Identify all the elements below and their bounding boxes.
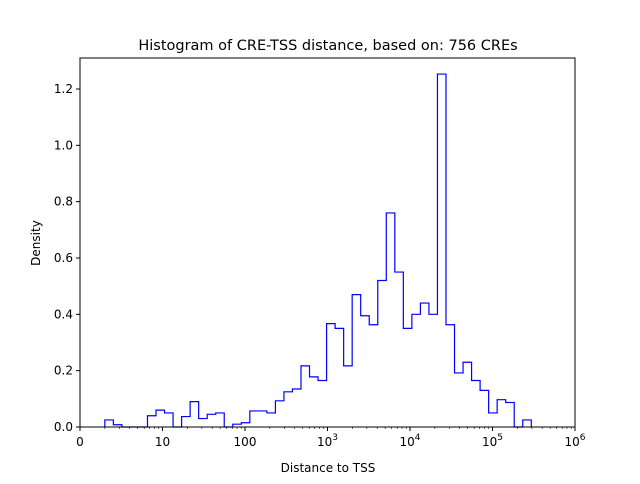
x-tick-label: 103	[317, 433, 338, 449]
x-axis-label: Distance to TSS	[281, 461, 376, 475]
histogram-bin	[275, 401, 284, 427]
chart-title: Histogram of CRE-TSS distance, based on:…	[138, 38, 517, 54]
histogram-bin	[267, 413, 276, 427]
histogram-bin	[344, 366, 353, 427]
y-tick-label: 0.0	[54, 420, 73, 434]
x-tick-label: 10	[155, 435, 170, 449]
y-tick-label: 0.4	[54, 307, 73, 321]
histogram-bin	[437, 74, 446, 427]
histogram-bin	[105, 420, 114, 427]
histogram-bin	[199, 419, 208, 427]
histogram-bin	[190, 402, 199, 427]
histogram-bin	[480, 390, 489, 427]
histogram-bin	[327, 324, 336, 427]
histogram-bin	[446, 325, 455, 427]
y-tick-label: 1.0	[54, 138, 73, 152]
x-tick-label: 106	[564, 433, 585, 449]
histogram-bin	[378, 281, 387, 427]
histogram-bin	[156, 410, 165, 427]
histogram-bin	[386, 213, 395, 427]
histogram-bin	[403, 328, 412, 427]
histogram-bin	[301, 366, 310, 427]
y-tick-label: 0.2	[54, 364, 73, 378]
histogram-bin	[216, 413, 225, 427]
histogram-bin	[182, 417, 191, 427]
histogram-bin	[472, 381, 481, 427]
histogram-bin	[395, 272, 404, 427]
histogram-bin	[241, 423, 250, 427]
histogram-bin	[207, 414, 216, 427]
x-tick-label: 104	[399, 433, 420, 449]
histogram-bin	[250, 411, 259, 427]
histogram-bin	[165, 413, 174, 427]
histogram-bin	[420, 303, 429, 427]
histogram-bin	[361, 316, 370, 427]
histogram-outline	[104, 73, 532, 428]
histogram-bin	[310, 377, 319, 427]
histogram-bin	[463, 362, 472, 427]
y-tick-label: 1.2	[54, 82, 73, 96]
histogram-bin	[258, 411, 267, 427]
y-tick-label: 0.6	[54, 251, 73, 265]
histogram-bin	[506, 402, 515, 427]
histogram-bin	[429, 314, 438, 427]
histogram-bin	[292, 389, 301, 427]
histogram-bin	[335, 328, 344, 427]
histogram-bin	[412, 314, 421, 427]
histogram-bin	[523, 420, 532, 427]
histogram-bin	[497, 400, 506, 427]
histogram-bin	[147, 416, 156, 427]
histogram-bin	[318, 381, 327, 427]
histogram-bin	[489, 413, 498, 427]
x-tick-label: 105	[482, 433, 503, 449]
histogram-bin	[369, 325, 378, 427]
histogram-bin	[352, 295, 361, 427]
y-axis-label: Density	[29, 220, 43, 266]
x-tick-label: 0	[76, 435, 84, 449]
x-tick-label: 100	[234, 435, 257, 449]
y-tick-label: 0.8	[54, 195, 73, 209]
histogram-bin	[284, 392, 293, 427]
histogram-bin	[455, 373, 464, 427]
